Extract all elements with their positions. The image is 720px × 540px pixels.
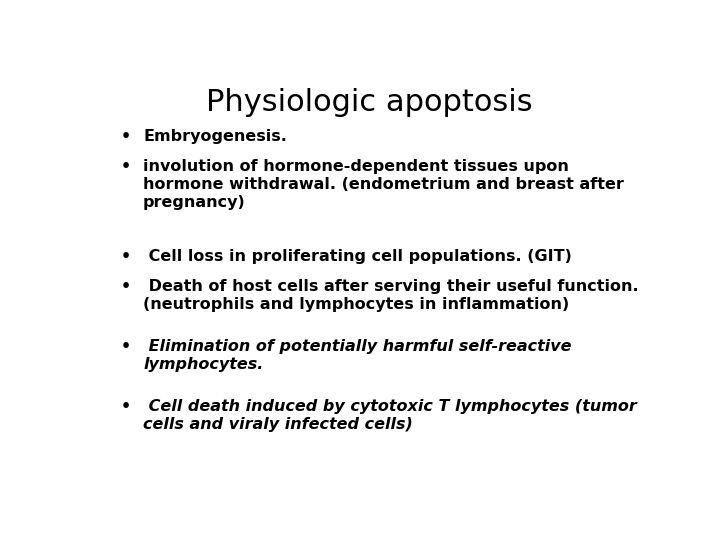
Text: •: • (121, 249, 131, 264)
Text: •: • (121, 159, 131, 174)
Text: Cell death induced by cytotoxic T lymphocytes (tumor
cells and viraly infected c: Cell death induced by cytotoxic T lympho… (143, 399, 636, 431)
Text: Embryogenesis.: Embryogenesis. (143, 129, 287, 144)
Text: •: • (121, 399, 131, 414)
Text: •: • (121, 129, 131, 144)
Text: Death of host cells after serving their useful function.
(neutrophils and lympho: Death of host cells after serving their … (143, 279, 639, 312)
Text: Elimination of potentially harmful self-reactive
lymphocytes.: Elimination of potentially harmful self-… (143, 339, 572, 372)
Text: Physiologic apoptosis: Physiologic apoptosis (206, 87, 532, 117)
Text: •: • (121, 339, 131, 354)
Text: •: • (121, 279, 131, 294)
Text: involution of hormone-dependent tissues upon
hormone withdrawal. (endometrium an: involution of hormone-dependent tissues … (143, 159, 624, 210)
Text: Cell loss in proliferating cell populations. (GIT): Cell loss in proliferating cell populati… (143, 249, 572, 264)
